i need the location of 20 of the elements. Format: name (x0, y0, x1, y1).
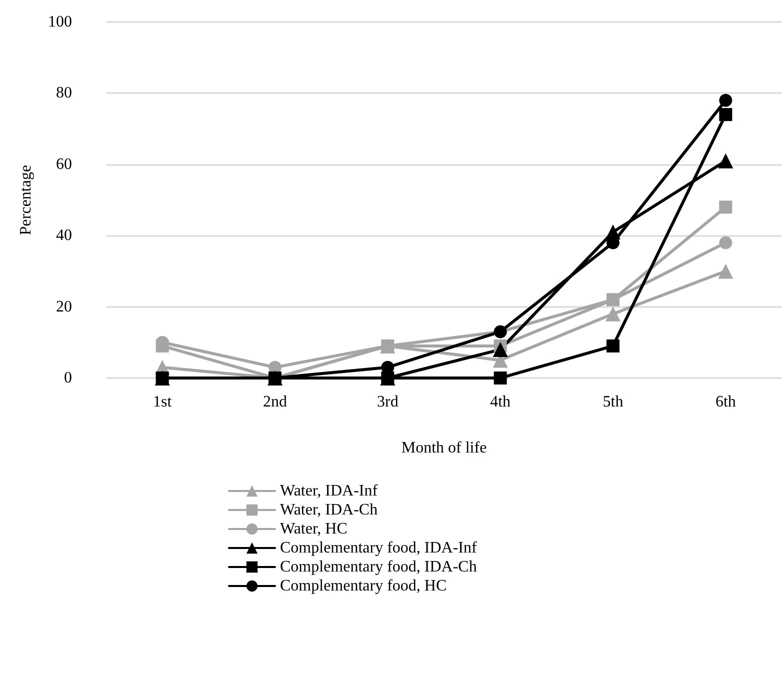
x-tick-label: 5th (602, 394, 624, 410)
x-tick-label: 4th (490, 394, 511, 410)
y-tick-label: 20 (56, 298, 72, 316)
legend-label: Water, IDA-Ch (280, 502, 378, 518)
y-tick-label: 100 (48, 14, 72, 30)
x-tick-label: 3rd (377, 394, 398, 410)
y-tick-label: 40 (56, 227, 72, 244)
legend-label: Water, HC (280, 520, 348, 538)
x-tick-label: 1st (152, 394, 172, 410)
legend-label: Complementary food, IDA-Ch (280, 558, 477, 576)
legend-label: Complementary food, IDA-Inf (280, 540, 478, 556)
y-axis-title: Percentage (18, 164, 34, 236)
legend-label: Complementary food, HC (280, 578, 447, 594)
x-axis-title: Month of life (401, 440, 487, 456)
y-tick-label: 80 (56, 84, 72, 102)
x-tick-label: 6th (715, 394, 736, 410)
y-tick-label: 60 (56, 156, 72, 173)
y-tick-label: 0 (64, 370, 72, 386)
legend-label: Water, IDA-Inf (280, 482, 378, 500)
x-tick-label: 2nd (263, 394, 287, 410)
